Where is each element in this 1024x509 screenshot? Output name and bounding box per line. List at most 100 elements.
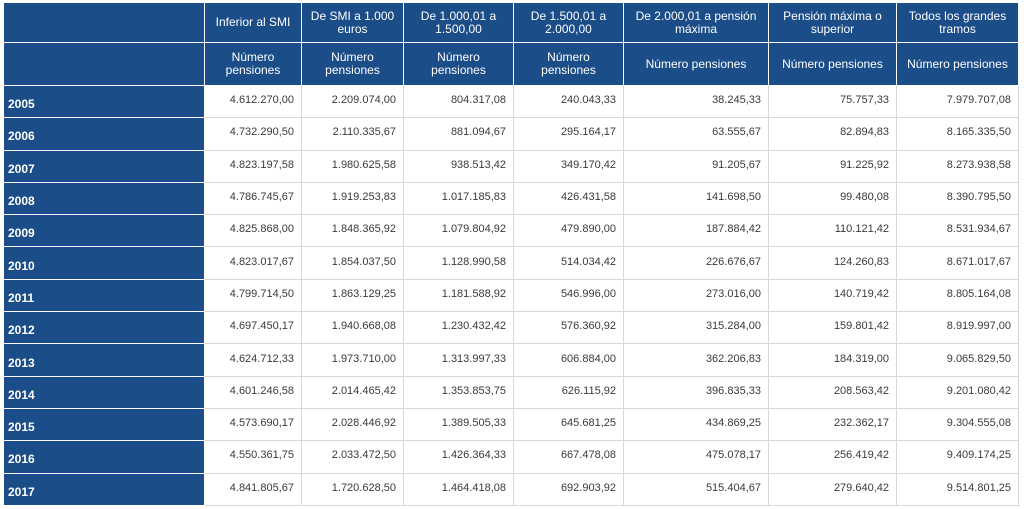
table-cell: 1.854.037,50 xyxy=(301,246,404,280)
table-cell: 2.033.472,50 xyxy=(301,440,404,474)
column-subheader: Número pensiones xyxy=(403,42,514,86)
table-cell: 1.973.710,00 xyxy=(301,343,404,377)
table-cell: 82.894,83 xyxy=(768,117,897,151)
table-body: 2005 4.612.270,00 2.209.074,00 804.317,08 24… xyxy=(3,84,1019,506)
table-row: 2014 4.601.246,58 2.014.465,42 1.353.853,75… xyxy=(3,375,1019,409)
column-subheader: Número pensiones xyxy=(623,42,769,86)
table-cell: 475.078,17 xyxy=(623,440,769,474)
table-cell: 4.697.450,17 xyxy=(204,311,302,345)
table-row: 2007 4.823.197,58 1.980.625,58 938.513,42 34… xyxy=(3,149,1019,183)
column-subheader: Número pensiones xyxy=(896,42,1019,86)
table-cell: 1.940.668,08 xyxy=(301,311,404,345)
column-subheader: Número pensiones xyxy=(301,42,404,86)
table-cell: 1.919.253,83 xyxy=(301,181,404,216)
row-year: 2016 xyxy=(3,440,205,474)
table-cell: 159.801,42 xyxy=(768,311,897,345)
table-row: 2009 4.825.868,00 1.848.365,92 1.079.804,92… xyxy=(3,214,1019,248)
table-cell: 667.478,08 xyxy=(513,440,624,474)
table-cell: 4.823.017,67 xyxy=(204,246,302,280)
row-year: 2015 xyxy=(3,407,205,442)
table-cell: 4.601.246,58 xyxy=(204,375,302,409)
table-cell: 9.514.801,25 xyxy=(896,472,1019,506)
table-cell: 938.513,42 xyxy=(403,149,514,183)
table-cell: 141.698,50 xyxy=(623,181,769,216)
table-cell: 91.225,92 xyxy=(768,149,897,183)
header-corner xyxy=(3,2,205,43)
table-cell: 1.389.505,33 xyxy=(403,407,514,442)
table-cell: 1.720.628,50 xyxy=(301,472,404,506)
table-cell: 8.805.164,08 xyxy=(896,278,1019,313)
table-cell: 804.317,08 xyxy=(403,84,514,119)
row-year: 2006 xyxy=(3,117,205,151)
table-cell: 38.245,33 xyxy=(623,84,769,119)
table-cell: 4.799.714,50 xyxy=(204,278,302,313)
table-cell: 99.480,08 xyxy=(768,181,897,216)
table-cell: 514.034,42 xyxy=(513,246,624,280)
table-cell: 1.848.365,92 xyxy=(301,214,404,248)
table-cell: 9.409.174,25 xyxy=(896,440,1019,474)
table-cell: 362.206,83 xyxy=(623,343,769,377)
column-header: De 1.500,01 a 2.000,00 xyxy=(513,2,624,43)
table-cell: 1.017.185,83 xyxy=(403,181,514,216)
table-cell: 226.676,67 xyxy=(623,246,769,280)
table-cell: 576.360,92 xyxy=(513,311,624,345)
table-cell: 2.028.446,92 xyxy=(301,407,404,442)
table-row: 2015 4.573.690,17 2.028.446,92 1.389.505,33… xyxy=(3,407,1019,442)
table-cell: 187.884,42 xyxy=(623,214,769,248)
table-cell: 8.531.934,67 xyxy=(896,214,1019,248)
table-cell: 256.419,42 xyxy=(768,440,897,474)
table-cell: 626.115,92 xyxy=(513,375,624,409)
table-row: 2008 4.786.745,67 1.919.253,83 1.017.185,83… xyxy=(3,181,1019,216)
table-cell: 1.128.990,58 xyxy=(403,246,514,280)
table-cell: 240.043,33 xyxy=(513,84,624,119)
column-subheader: Número pensiones xyxy=(768,42,897,86)
table-cell: 140.719,42 xyxy=(768,278,897,313)
table-row: 2012 4.697.450,17 1.940.668,08 1.230.432,42… xyxy=(3,311,1019,345)
subheader-row: Número pensiones Número pensiones Número… xyxy=(3,42,1019,86)
column-header: De 2.000,01 a pensión máxima xyxy=(623,2,769,43)
pensions-table: Inferior al SMI De SMI a 1.000 euros De … xyxy=(3,2,1019,506)
column-header: Pensión máxima o superior xyxy=(768,2,897,43)
table-cell: 1.464.418,08 xyxy=(403,472,514,506)
column-header: Todos los grandes tramos xyxy=(896,2,1019,43)
table-cell: 692.903,92 xyxy=(513,472,624,506)
table-cell: 4.624.712,33 xyxy=(204,343,302,377)
table-cell: 295.164,17 xyxy=(513,117,624,151)
table-cell: 4.573.690,17 xyxy=(204,407,302,442)
table-cell: 91.205,67 xyxy=(623,149,769,183)
table-cell: 396.835,33 xyxy=(623,375,769,409)
subheader-corner xyxy=(3,42,205,86)
table-cell: 515.404,67 xyxy=(623,472,769,506)
table-cell: 4.612.270,00 xyxy=(204,84,302,119)
row-year: 2013 xyxy=(3,343,205,377)
table-cell: 1.230.432,42 xyxy=(403,311,514,345)
table-cell: 63.555,67 xyxy=(623,117,769,151)
column-header: De 1.000,01 a 1.500,00 xyxy=(403,2,514,43)
table-cell: 2.209.074,00 xyxy=(301,84,404,119)
header-row: Inferior al SMI De SMI a 1.000 euros De … xyxy=(3,2,1019,43)
row-year: 2012 xyxy=(3,311,205,345)
table-cell: 546.996,00 xyxy=(513,278,624,313)
table-row: 2017 4.841.805,67 1.720.628,50 1.464.418,08… xyxy=(3,472,1019,506)
table-cell: 645.681,25 xyxy=(513,407,624,442)
row-year: 2014 xyxy=(3,375,205,409)
row-year: 2010 xyxy=(3,246,205,280)
row-year: 2009 xyxy=(3,214,205,248)
table-cell: 232.362,17 xyxy=(768,407,897,442)
table-cell: 1.863.129,25 xyxy=(301,278,404,313)
column-subheader: Número pensiones xyxy=(204,42,302,86)
table-cell: 7.979.707,08 xyxy=(896,84,1019,119)
table-row: 2011 4.799.714,50 1.863.129,25 1.181.588,92… xyxy=(3,278,1019,313)
table-cell: 110.121,42 xyxy=(768,214,897,248)
table-cell: 8.671.017,67 xyxy=(896,246,1019,280)
table-cell: 315.284,00 xyxy=(623,311,769,345)
table-cell: 606.884,00 xyxy=(513,343,624,377)
table-row: 2010 4.823.017,67 1.854.037,50 1.128.990,58… xyxy=(3,246,1019,280)
table-cell: 1.313.997,33 xyxy=(403,343,514,377)
table-cell: 434.869,25 xyxy=(623,407,769,442)
table-row: 2006 4.732.290,50 2.110.335,67 881.094,67 29… xyxy=(3,117,1019,151)
table-row: 2013 4.624.712,33 1.973.710,00 1.313.997,33… xyxy=(3,343,1019,377)
table-cell: 1.079.804,92 xyxy=(403,214,514,248)
table-cell: 2.110.335,67 xyxy=(301,117,404,151)
table-cell: 75.757,33 xyxy=(768,84,897,119)
